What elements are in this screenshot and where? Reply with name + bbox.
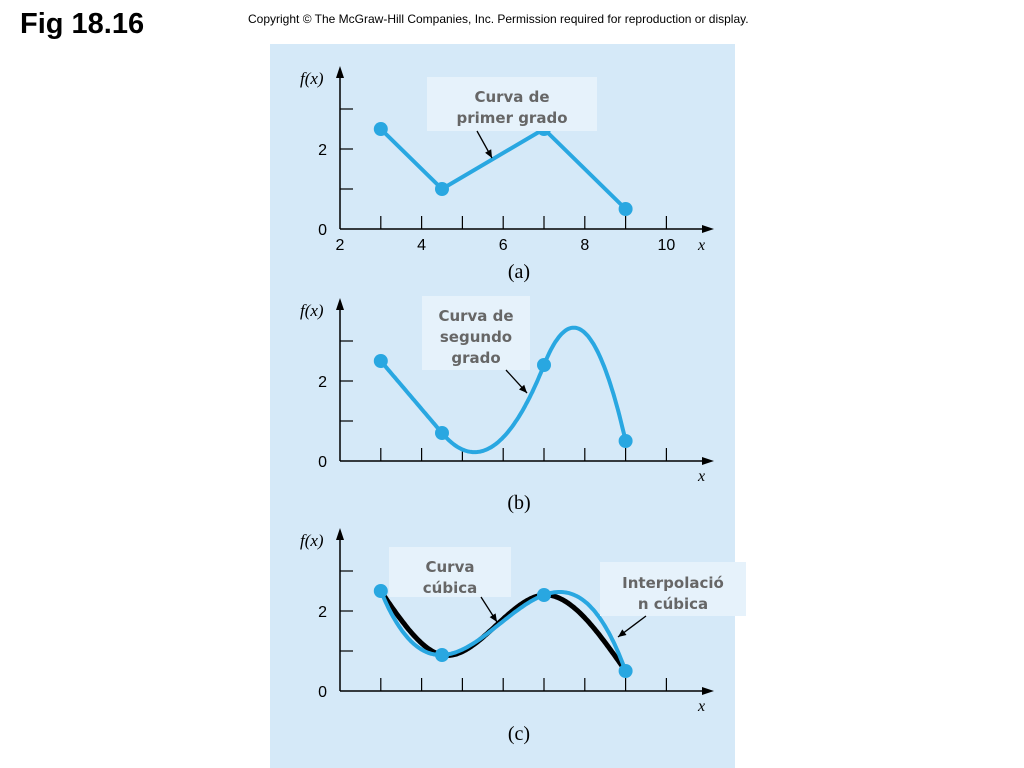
- chart-panel-2: 0 2 f(x) x (b) Curva de segundo grado: [300, 296, 714, 514]
- data-point: [618, 202, 633, 216]
- data-point: [373, 584, 388, 598]
- y-tick-label: 2: [318, 142, 327, 159]
- data-point: [435, 426, 449, 440]
- y-tick-label: 0: [318, 454, 327, 471]
- callout-box: [422, 296, 530, 370]
- callout-arrow-head: [485, 149, 492, 158]
- series-line-linear: [378, 127, 628, 211]
- x-axis-arrow: [702, 225, 714, 233]
- callout-text: Curva: [426, 558, 475, 576]
- y-tick-label: 0: [318, 684, 327, 701]
- y-axis-arrow: [336, 298, 344, 310]
- x-axis-arrow: [702, 457, 714, 465]
- data-point: [618, 664, 633, 678]
- callout-text: Curva de: [438, 307, 513, 325]
- x-tick-label: 10: [658, 237, 676, 254]
- panel-label: (b): [507, 492, 530, 514]
- data-point: [373, 354, 388, 368]
- y-tick-label: 2: [318, 604, 327, 621]
- x-tick-label: 2: [336, 237, 345, 254]
- series-line-cubic-spline: [378, 589, 628, 673]
- callout-text: primer grado: [457, 109, 568, 127]
- callout-arrow-head: [618, 629, 627, 637]
- x-axis-label: x: [697, 237, 705, 254]
- callout-text: n cúbica: [638, 595, 708, 613]
- data-point: [537, 588, 551, 602]
- data-point: [435, 648, 449, 662]
- y-tick-label: 2: [318, 374, 327, 391]
- y-axis-label: f(x): [300, 301, 324, 320]
- panel-label: (a): [508, 261, 530, 283]
- data-point: [537, 358, 551, 372]
- x-tick-label: 6: [499, 237, 508, 254]
- copyright-notice: Copyright © The McGraw-Hill Companies, I…: [248, 12, 749, 26]
- data-point: [618, 434, 633, 448]
- x-tick-label: 8: [580, 237, 589, 254]
- x-axis-arrow: [702, 687, 714, 695]
- figure-panel-background: [270, 44, 735, 768]
- y-axis-arrow: [336, 528, 344, 540]
- callout-box: [389, 547, 511, 597]
- callout-arrow-head: [519, 384, 527, 393]
- callout-text: Interpolació: [622, 574, 724, 592]
- x-tick-label: 4: [417, 237, 426, 254]
- y-axis-arrow: [336, 66, 344, 78]
- data-point: [435, 182, 449, 196]
- y-axis-label: f(x): [300, 69, 324, 88]
- y-axis-label: f(x): [300, 531, 324, 550]
- callout-text: cúbica: [423, 579, 477, 597]
- callout-arrow-head: [489, 613, 497, 622]
- figure-title: Fig 18.16: [20, 8, 145, 40]
- y-tick-label: 0: [318, 222, 327, 239]
- callout-text: grado: [451, 349, 500, 367]
- callout-box: [427, 77, 597, 131]
- series-line-quadratic: [378, 325, 628, 455]
- x-axis-label: x: [697, 698, 705, 715]
- x-axis-label: x: [697, 468, 705, 485]
- chart-panel-3: 0 2 f(x) x (c) Curva cúbica Interpolació n cúbic…: [300, 528, 746, 745]
- callout-text: segundo: [440, 328, 512, 346]
- data-point: [373, 122, 388, 136]
- callout-text: Curva de: [474, 88, 549, 106]
- callout-box: [600, 562, 746, 616]
- panel-label: (c): [508, 723, 530, 745]
